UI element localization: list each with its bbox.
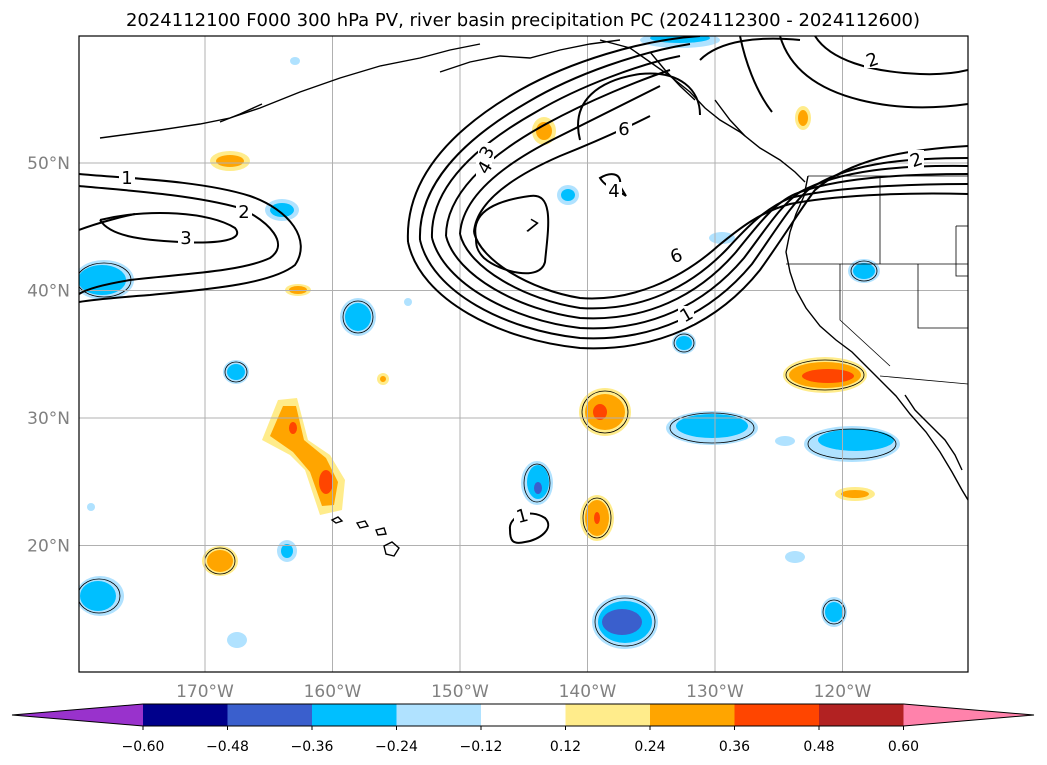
colorbar-tick-label: 0.12 bbox=[550, 739, 581, 755]
colorbar bbox=[11, 703, 1035, 727]
figure-title: 2024112100 F000 300 hPa PV, river basin … bbox=[126, 10, 920, 31]
colorbar-tick-labels: −0.60 −0.48 −0.36 −0.24 −0.12 0.12 0.24 0.36 0.4… bbox=[122, 726, 919, 755]
pv-contour-labels: 1 2 3 3 4 4 7 6 6 1 1 2 2 bbox=[119, 49, 925, 528]
colorbar-tick-label: −0.24 bbox=[375, 739, 418, 755]
colorbar-bin bbox=[481, 704, 566, 726]
contour-label-1-west: 1 bbox=[121, 168, 132, 189]
colorbar-tick-label: −0.48 bbox=[206, 739, 249, 755]
colorbar-bin bbox=[650, 704, 735, 726]
colorbar-tick-label: −0.60 bbox=[122, 739, 165, 755]
colorbar-tick-label: −0.12 bbox=[460, 739, 503, 755]
contour-label-1-south: 1 bbox=[514, 505, 530, 528]
colorbar-bin bbox=[143, 704, 228, 726]
colorbar-bin bbox=[227, 704, 313, 726]
lat-tick-label: 50°N bbox=[27, 154, 70, 174]
map-frame bbox=[78, 35, 969, 673]
colorbar-bin bbox=[819, 704, 904, 726]
colorbar-tick-label: −0.36 bbox=[291, 739, 334, 755]
colorbar-bin bbox=[565, 704, 651, 726]
lon-tick-label: 140°W bbox=[559, 682, 617, 702]
colorbar-bin bbox=[734, 704, 820, 726]
gridlines bbox=[79, 36, 968, 672]
colorbar-extend-high bbox=[903, 704, 1034, 726]
colorbar-tick-label: 0.24 bbox=[634, 739, 665, 755]
precipitation-shading bbox=[79, 36, 900, 649]
lon-tick-label: 130°W bbox=[686, 682, 744, 702]
lon-tick-label: 120°W bbox=[814, 682, 872, 702]
lat-tick-label: 30°N bbox=[27, 409, 70, 429]
lat-tick-label: 20°N bbox=[27, 537, 70, 557]
colorbar-tick-label: 0.60 bbox=[888, 739, 919, 755]
map-area bbox=[79, 36, 968, 672]
latitude-labels: 50°N 40°N 30°N 20°N bbox=[27, 154, 70, 557]
contour-label-3-west: 3 bbox=[180, 228, 191, 249]
longitude-labels: 170°W 160°W 150°W 140°W 130°W 120°W bbox=[176, 682, 871, 702]
lon-tick-label: 160°W bbox=[304, 682, 362, 702]
colorbar-bin bbox=[312, 704, 397, 726]
pv-contours bbox=[79, 36, 968, 544]
contour-label-4-center: 4 bbox=[608, 181, 619, 202]
colorbar-bin bbox=[396, 704, 482, 726]
colorbar-tick-label: 0.48 bbox=[803, 739, 834, 755]
lat-tick-label: 40°N bbox=[27, 282, 70, 302]
lon-tick-label: 150°W bbox=[431, 682, 489, 702]
lon-tick-label: 170°W bbox=[176, 682, 234, 702]
colorbar-tick-label: 0.36 bbox=[719, 739, 750, 755]
colorbar-extend-low bbox=[12, 704, 143, 726]
contour-label-2-west: 2 bbox=[238, 202, 249, 223]
contour-label-6-north: 6 bbox=[618, 119, 629, 140]
